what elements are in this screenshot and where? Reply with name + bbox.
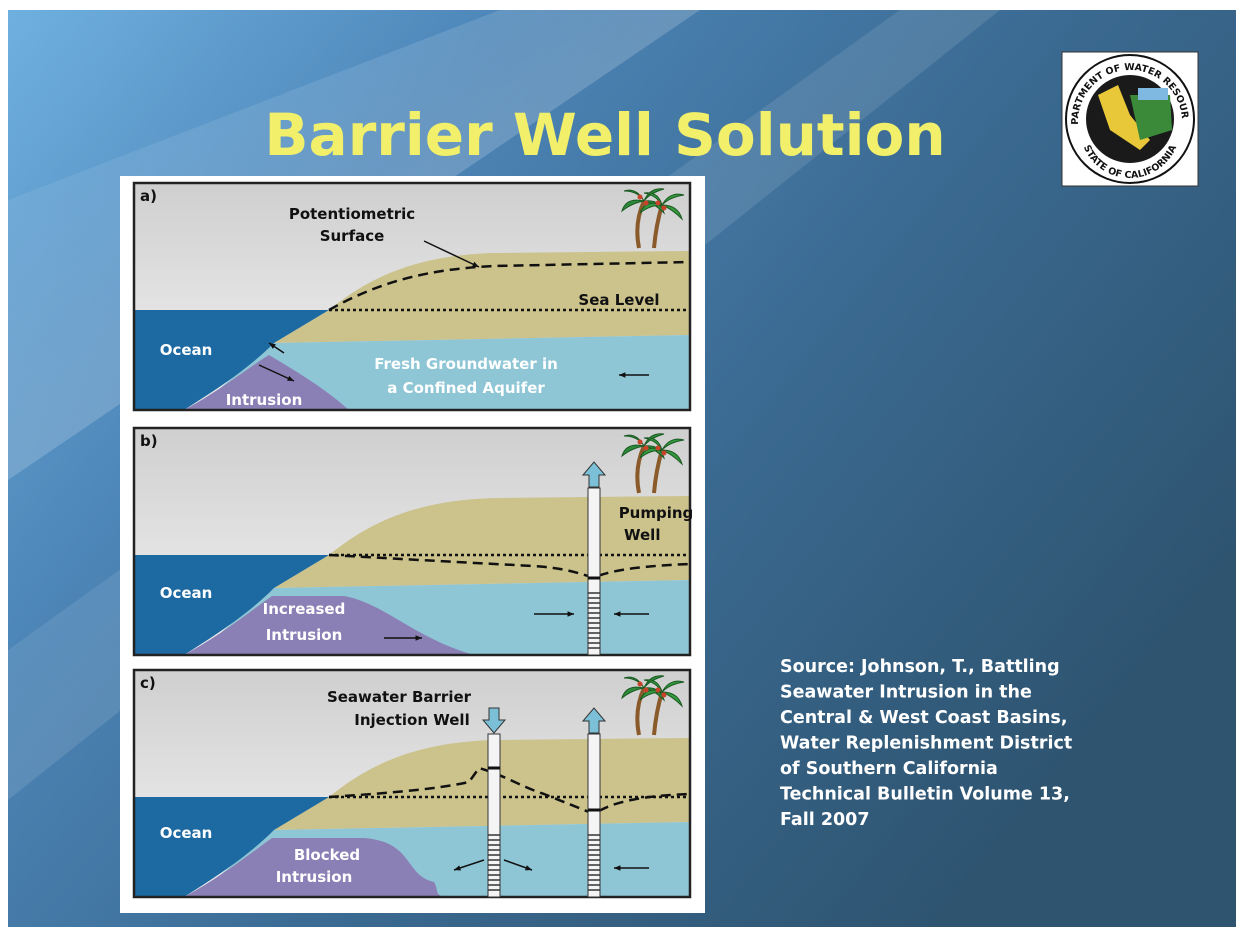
source-line: Technical Bulletin Volume 13, [780,785,1070,805]
arrow-head [454,865,461,871]
diagram-label: Intrusion [276,868,353,886]
palm-trunk [635,200,646,249]
panel-c: c) Seawater Barrier Injection Well Ocean Blo… [132,668,692,899]
diagram-label: a) [140,187,157,205]
source-line: Seawater Intrusion in the [780,683,1032,703]
panel-border [132,668,692,899]
arrow-head [269,343,276,349]
land [274,251,690,343]
intrusion [184,838,444,897]
diagram-label: Pumping [619,504,694,522]
coconut [643,445,649,451]
arrow-head [567,611,574,617]
coconut [661,205,667,211]
coconut [637,439,643,445]
diagram-label: Ocean [160,584,213,602]
palm-trunk [635,687,646,736]
coconut [637,681,643,687]
arrow-head [287,375,294,381]
diagram-label: Fresh Groundwater in [374,355,558,373]
ocean [134,797,329,897]
palm-leaves [621,188,666,215]
potentiometric-surface [328,553,691,580]
palm-leaves [639,679,685,708]
well-casing [587,487,601,656]
diagram-label: Well [624,526,660,544]
diagram-label: Potentiometric [289,205,415,223]
coconut [655,687,661,693]
coconut [643,200,649,206]
land [274,496,690,588]
source-line: Source: Johnson, T., Battling [780,657,1060,677]
panel-b: b) Pumping Well Ocean Increased Intrusion [132,426,694,657]
panel-a: a) Potentiometric Surface Sea Level Ocean Fre… [132,181,692,412]
palm-leaves [621,433,666,460]
diagram-label: Ocean [160,824,213,842]
flow-arrow [581,461,607,488]
palm-leaves [621,675,666,702]
ocean [134,310,329,410]
arrow-head [619,372,626,378]
diagram-label: Injection Well [354,711,469,729]
slide-title: Barrier Well Solution [264,101,945,169]
diagram-label: Blocked [294,846,360,864]
potentiometric-surface [328,260,691,312]
well-casing [587,733,601,898]
potentiometric-surface [328,766,691,816]
palm-leaves [639,437,685,466]
coconut [655,445,661,451]
ocean [134,555,329,655]
panel-border [132,426,692,657]
flow-arrow [423,240,480,268]
coconut [643,687,649,693]
coconut [661,450,667,456]
diagram-label: Seawater Barrier [327,688,472,706]
land [274,738,690,830]
source-text: Source: Johnson, T., Battling Seawater In… [780,657,1072,830]
arrow-head [415,635,422,641]
arrow-head [614,611,621,617]
palm-trunk [635,445,646,494]
source-line: of Southern California [780,759,998,779]
arrow-head [614,865,621,871]
intrusion [184,355,349,410]
flow-arrow [481,707,507,734]
source-line: Water Replenishment District [780,734,1072,754]
source-line: Fall 2007 [780,810,870,830]
coconut [661,692,667,698]
arrow-head [525,865,532,871]
palm-leaves [639,192,685,221]
diagram-label: Intrusion [226,391,303,409]
intrusion [184,596,474,655]
panel-border [132,181,692,412]
diagram-label: Ocean [160,341,213,359]
flow-arrow [581,707,607,734]
diagram-label: c) [140,674,156,692]
diagram-label: Surface [320,227,385,245]
well-casing [487,733,501,898]
diagram-label: a Confined Aquifer [387,379,545,397]
arrow-head [472,261,479,267]
coconut [655,200,661,206]
diagram-label: Increased [263,600,346,618]
coconut [637,194,643,200]
diagram-label: b) [140,432,158,450]
diagram-label: Sea Level [578,291,659,309]
source-line: Central & West Coast Basins, [780,708,1067,728]
diagram-label: Intrusion [266,626,343,644]
